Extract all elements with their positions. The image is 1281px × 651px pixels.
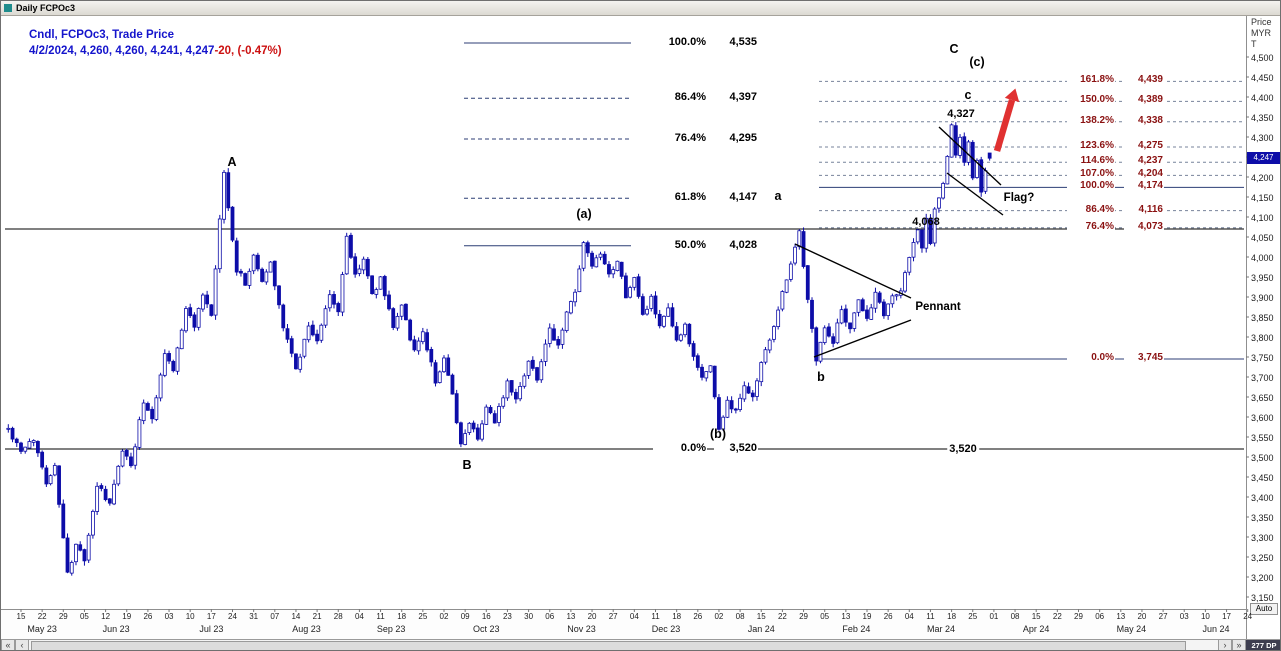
scrollbar-track[interactable] <box>29 640 1218 650</box>
scrollbar-thumb[interactable] <box>31 641 1187 650</box>
datapoints-badge: 277 DP <box>1246 640 1280 650</box>
plot-background[interactable] <box>1 15 1246 609</box>
scroll-right-button[interactable]: › <box>1218 640 1232 650</box>
horizontal-scrollbar[interactable]: « ‹ › » 277 DP <box>1 639 1280 650</box>
price-axis[interactable] <box>1246 15 1280 639</box>
date-axis <box>1 609 1246 640</box>
scroll-far-right-button[interactable]: » <box>1232 640 1246 650</box>
window-icon <box>4 4 12 12</box>
window-title: Daily FCPOc3 <box>16 3 76 13</box>
window-titlebar[interactable]: Daily FCPOc3 <box>1 1 1280 16</box>
scroll-left-button[interactable]: ‹ <box>15 640 29 650</box>
scroll-far-left-button[interactable]: « <box>1 640 15 650</box>
